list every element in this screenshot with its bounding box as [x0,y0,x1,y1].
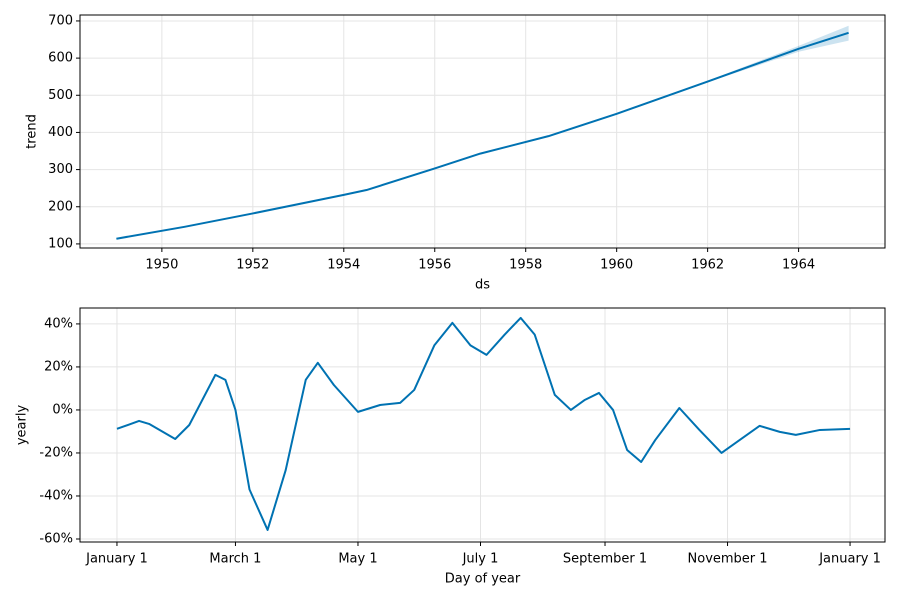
y-tick-label: -40% [39,488,73,503]
x-tick-label: 1950 [145,258,178,273]
x-tick-label: 1964 [782,258,815,273]
x-tick-label: 1954 [327,258,360,273]
y-tick-label: -60% [39,531,73,546]
data-line [116,316,851,531]
x-tick-label: January 1 [818,552,881,567]
x-tick-label: January 1 [85,552,148,567]
y-axis-label: yearly [15,405,30,446]
plot-frame [79,14,886,249]
y-tick-label: 300 [48,162,73,177]
y-tick-label: -20% [39,445,73,460]
x-tick-label: May 1 [338,552,377,567]
y-tick-label: 200 [48,199,73,214]
x-tick-label: 1960 [600,258,633,273]
y-tick-label: 20% [44,359,73,374]
x-tick-label: 1958 [509,258,542,273]
x-tick-label: November 1 [688,552,768,567]
y-tick-label: 600 [48,51,73,66]
x-tick-label: September 1 [563,552,647,567]
y-tick-label: 500 [48,88,73,103]
y-tick-label: 400 [48,125,73,140]
x-axis-label: Day of year [445,572,521,587]
y-axis-label: trend [25,114,40,149]
y-tick-label: 700 [48,13,73,28]
y-tick-label: 40% [44,316,73,331]
x-tick-label: July 1 [462,552,499,567]
y-tick-label: 100 [48,236,73,251]
plot-frame [79,307,886,543]
y-tick-label: 0% [52,402,73,417]
x-tick-label: 1956 [418,258,451,273]
x-axis-label: ds [475,278,490,293]
data-line [116,31,849,240]
x-tick-label: March 1 [209,552,261,567]
x-tick-label: 1962 [691,258,724,273]
x-tick-label: 1952 [236,258,269,273]
